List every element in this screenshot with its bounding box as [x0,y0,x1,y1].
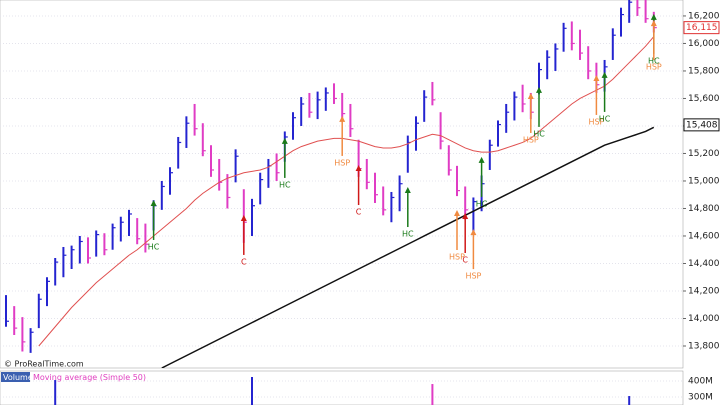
y-tick-label: 16,000 [688,39,720,49]
signal-label: HSP [588,117,604,126]
signal-label: HSP [646,63,662,72]
price-marker-label: 16,115 [686,23,718,33]
price-marker-box [683,21,720,35]
signal-label: C [241,257,247,266]
volume-tick-label: 300M [688,393,713,403]
volume-tick-label: 400M [688,377,713,387]
price-panel [0,0,684,369]
signal-label: HSP [465,272,481,281]
signal-arrow-head [404,187,411,194]
axes: 13,800 14,000 14,200 14,400 14,600 14,800 15,0… [683,11,720,403]
signal-label: HC [476,199,488,208]
volume-panel [0,370,684,405]
y-tick-label: 14,800 [688,204,720,214]
watermark: © ProRealTime.com [4,360,84,369]
signal-arrow-head [536,86,542,93]
legend-volume: Volume [3,373,33,382]
y-tick-label: 15,000 [688,176,720,186]
y-tick-label: 15,200 [688,149,720,159]
signal-label: HC [533,129,545,138]
signal-label: HC [648,56,660,65]
signal-label: HC [279,180,291,189]
signal-label: HSP [523,135,539,144]
signal-arrow-head [650,20,657,27]
signal-label: C [356,208,362,217]
volume-bar [431,384,434,405]
volume-bar [54,380,57,405]
signal-label: HSP [449,252,465,261]
signal-arrow-head [470,229,477,236]
signal-label: C [462,256,468,265]
y-tick-label: 14,200 [688,286,720,296]
signal-arrow-head [593,74,600,81]
signal-arrow-head [650,13,657,20]
y-tick-label: 16,200 [688,11,720,21]
signal-arrow-head [339,115,346,122]
signal-label: HC [148,242,160,251]
signal-arrow-head [527,92,534,99]
y-tick-label: 15,600 [688,94,720,104]
signal-arrow-head [454,209,460,216]
y-tick-label: 14,600 [688,231,720,241]
volume-bar [251,377,253,405]
signal-arrow-head [150,199,157,206]
legend-ma: Moving average (Simple 50) [33,373,146,382]
signal-label: HC [402,230,414,239]
signal-arrow-head [240,214,247,221]
y-tick-label: 15,800 [688,66,720,76]
price-marker-label: 15,408 [686,120,718,130]
signal-arrow-head [601,71,608,78]
volume-plot [0,377,683,405]
moving-average-line [38,36,655,347]
signal-label: HSP [334,158,350,167]
y-tick-label: 14,000 [688,314,720,324]
y-tick-label: 14,400 [688,259,720,269]
signal-arrow-head [355,165,362,172]
signal-label: HC [599,114,611,123]
signal-arrow-head [478,156,485,163]
price-marker-box [683,118,720,132]
legend-box [1,372,30,382]
volume-bar [628,396,631,405]
signal-arrow-head [281,137,288,144]
moving-average-line [161,126,655,368]
signal-arrow-head [462,213,469,220]
y-tick-label: 13,800 [688,341,720,351]
